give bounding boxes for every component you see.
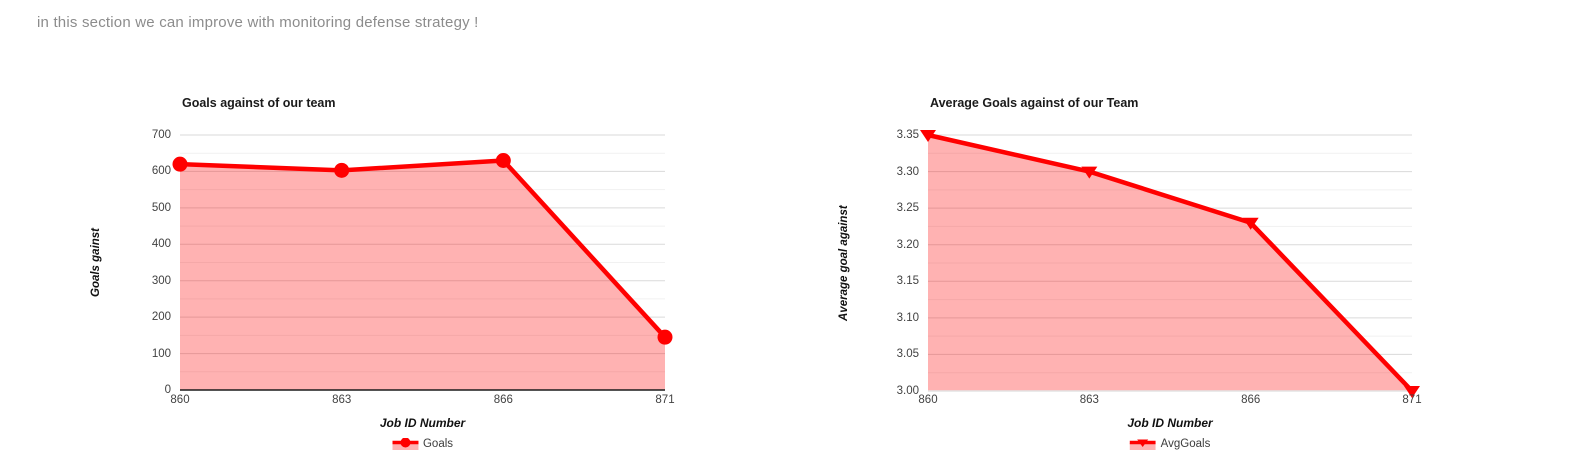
legend-label: Goals <box>422 438 454 450</box>
y-tick-label: 3.35 <box>896 129 919 141</box>
x-axis-title: Job ID Number <box>379 416 466 430</box>
x-tick-label: 863 <box>1079 394 1099 406</box>
y-tick-label: 100 <box>151 347 171 360</box>
y-tick-label: 400 <box>151 238 171 251</box>
section-note: in this section we can improve with moni… <box>37 14 479 31</box>
y-tick-label: 200 <box>151 311 171 324</box>
y-tick-label: 3.20 <box>896 238 919 251</box>
y-tick-label: 0 <box>164 384 171 396</box>
y-tick-label: 600 <box>151 165 171 178</box>
x-tick-label: 863 <box>332 394 352 406</box>
chart-title: Goals against of our team <box>182 96 336 110</box>
y-tick-label: 3.30 <box>896 165 919 178</box>
y-tick-label: 3.15 <box>896 275 919 288</box>
legend-item-goals[interactable]: Goals <box>391 438 454 450</box>
y-tick-label: 700 <box>151 129 171 141</box>
x-tick-label: 860 <box>918 394 938 406</box>
y-tick-label: 3.00 <box>896 385 919 397</box>
x-tick-label: 871 <box>1402 394 1422 406</box>
y-tick-label: 3.05 <box>896 348 919 361</box>
y-tick-label: 3.10 <box>896 311 919 324</box>
chart-title: Average Goals against of our Team <box>930 96 1139 110</box>
x-tick-label: 866 <box>493 394 513 406</box>
x-tick-label: 866 <box>1241 394 1261 406</box>
area-line-triangle-marker-icon <box>1129 438 1156 450</box>
legend-item-avggoals[interactable]: AvgGoals <box>1129 438 1211 450</box>
area-line-circle-marker-icon <box>391 438 418 450</box>
plot-area[interactable] <box>172 134 673 391</box>
plot-area[interactable] <box>920 130 1420 398</box>
y-axis-title: Average goal against <box>838 205 850 321</box>
y-tick-label: 300 <box>151 274 171 287</box>
x-tick-label: 860 <box>170 394 190 406</box>
legend-label: AvgGoals <box>1160 438 1211 450</box>
y-tick-label: 3.25 <box>896 202 919 215</box>
x-axis-title: Job ID Number <box>1127 416 1213 430</box>
x-tick-label: 871 <box>655 394 675 406</box>
y-tick-label: 500 <box>151 201 171 214</box>
